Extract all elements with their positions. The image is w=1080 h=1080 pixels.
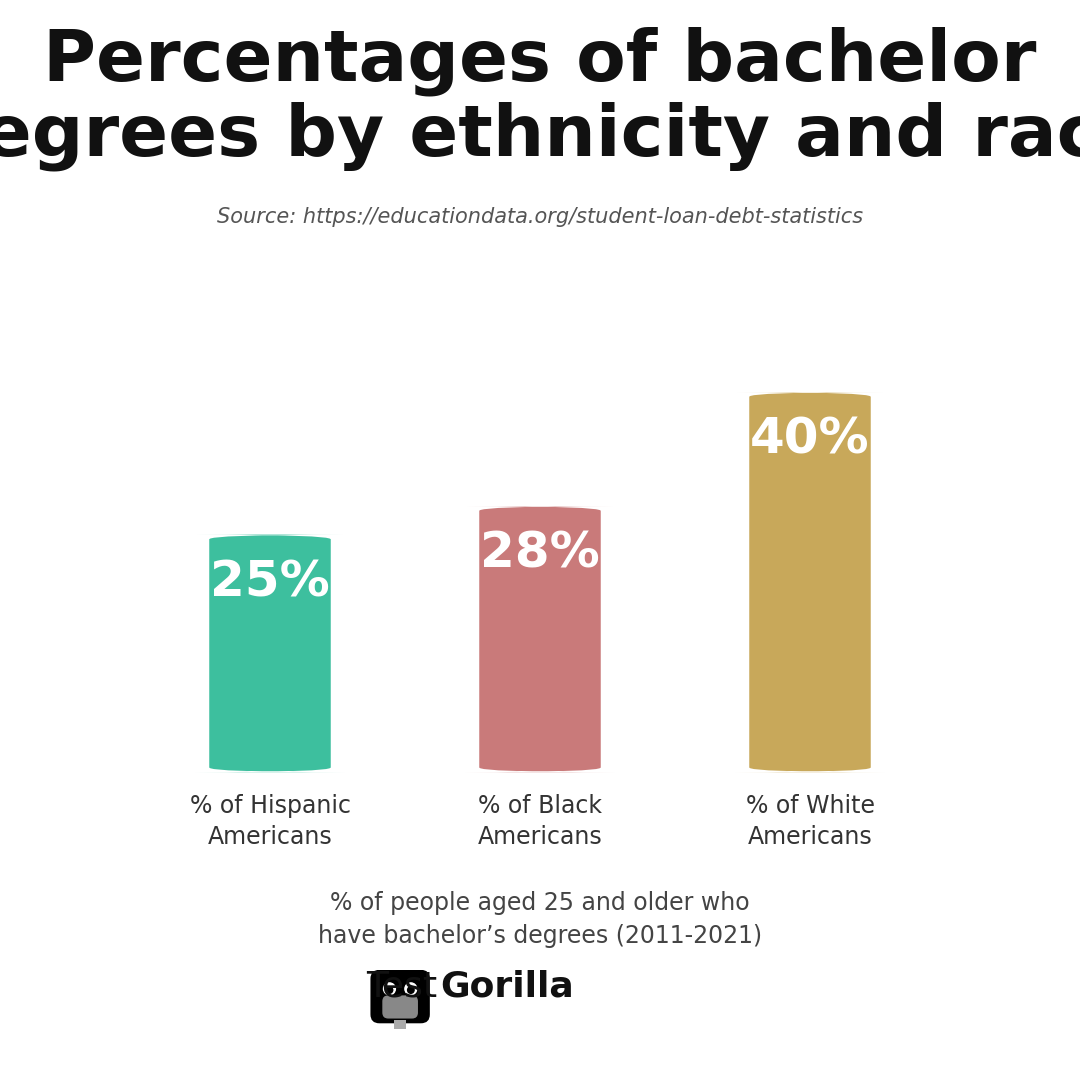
FancyBboxPatch shape <box>370 970 430 1024</box>
Text: % of Black
Americans: % of Black Americans <box>477 794 603 849</box>
Circle shape <box>407 987 414 994</box>
Text: 25%: 25% <box>211 558 329 606</box>
FancyBboxPatch shape <box>735 392 885 772</box>
Text: Source: https://educationdata.org/student-loan-debt-statistics: Source: https://educationdata.org/studen… <box>217 207 863 228</box>
Text: % of White
Americans: % of White Americans <box>745 794 875 849</box>
Text: Gorilla: Gorilla <box>441 969 575 1003</box>
Circle shape <box>387 987 393 994</box>
FancyBboxPatch shape <box>382 996 418 1018</box>
Circle shape <box>383 983 395 995</box>
Text: % of people aged 25 and older who
have bachelor’s degrees (2011-2021): % of people aged 25 and older who have b… <box>318 891 762 948</box>
Text: 28%: 28% <box>481 530 599 578</box>
Text: 40%: 40% <box>751 416 869 463</box>
FancyBboxPatch shape <box>465 507 615 772</box>
Circle shape <box>405 983 417 995</box>
Text: Test: Test <box>366 969 437 1003</box>
Text: Percentages of bachelor
degrees by ethnicity and race: Percentages of bachelor degrees by ethni… <box>0 27 1080 172</box>
Text: % of Hispanic
Americans: % of Hispanic Americans <box>189 794 351 849</box>
FancyBboxPatch shape <box>195 535 345 772</box>
Bar <box>394 1020 406 1029</box>
